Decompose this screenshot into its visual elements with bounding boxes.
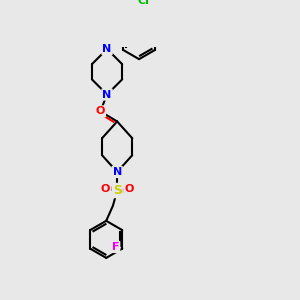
- Text: F: F: [112, 242, 119, 252]
- Text: N: N: [112, 167, 122, 177]
- Text: O: O: [101, 184, 110, 194]
- Text: S: S: [113, 184, 122, 197]
- Text: Cl: Cl: [137, 0, 149, 6]
- Text: O: O: [96, 106, 105, 116]
- Text: N: N: [102, 89, 112, 100]
- Text: O: O: [124, 184, 134, 194]
- Text: N: N: [102, 44, 112, 54]
